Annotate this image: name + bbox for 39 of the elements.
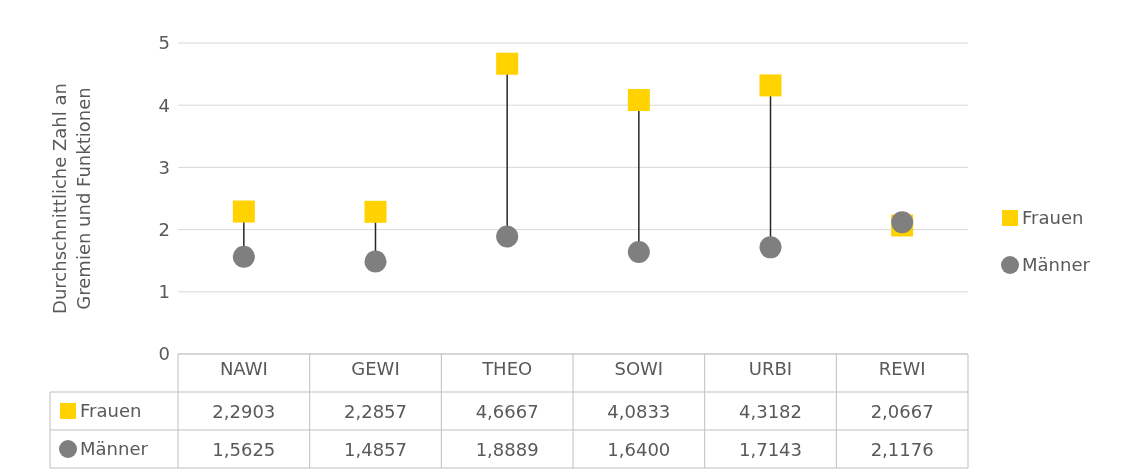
point bbox=[627, 240, 650, 263]
data-label: 2,2903 bbox=[212, 401, 276, 422]
y-tick-label: 4 bbox=[158, 94, 170, 116]
point bbox=[364, 200, 387, 223]
data-label: 4,0833 bbox=[607, 401, 671, 422]
point bbox=[627, 89, 650, 112]
legend-label: Männer bbox=[1022, 254, 1090, 275]
point bbox=[759, 74, 782, 97]
y-tick-label: 0 bbox=[158, 343, 170, 365]
data-label: 4,3182 bbox=[739, 401, 802, 422]
data-label: 4,6667 bbox=[475, 401, 539, 422]
point bbox=[364, 250, 387, 273]
data-label: 1,8889 bbox=[475, 439, 539, 460]
x-tick-label: SOWI bbox=[614, 357, 664, 379]
x-tick-label: GEWI bbox=[351, 357, 400, 379]
x-tick-label: URBI bbox=[748, 357, 793, 379]
data-label: 2,0667 bbox=[870, 401, 934, 422]
point bbox=[232, 200, 255, 223]
y-tick-label: 3 bbox=[158, 156, 170, 178]
data-label: 1,4857 bbox=[344, 439, 407, 460]
x-tick-label: NAWI bbox=[219, 357, 268, 379]
data-label: 2,2857 bbox=[344, 401, 407, 422]
data-label: 1,5625 bbox=[212, 439, 276, 460]
data-label: 1,7143 bbox=[739, 439, 802, 460]
text: Frauen bbox=[80, 400, 142, 421]
y-tick-label: 1 bbox=[158, 281, 170, 303]
text: Männer bbox=[80, 438, 148, 459]
point bbox=[496, 225, 519, 248]
legend-label: Frauen bbox=[1022, 207, 1084, 228]
y-axis-title: Durchschnittliche Zahl an Gremien und Funktionen bbox=[49, 83, 94, 314]
point bbox=[232, 245, 255, 268]
y-tick-label: 2 bbox=[158, 218, 170, 240]
data-label: 2,1176 bbox=[870, 439, 934, 460]
x-tick-label: REWI bbox=[878, 357, 926, 379]
point bbox=[496, 52, 519, 75]
point bbox=[759, 236, 782, 259]
x-tick-label: THEO bbox=[481, 357, 533, 379]
y-tick-label: 5 bbox=[158, 32, 170, 54]
data-label: 1,6400 bbox=[607, 439, 671, 460]
